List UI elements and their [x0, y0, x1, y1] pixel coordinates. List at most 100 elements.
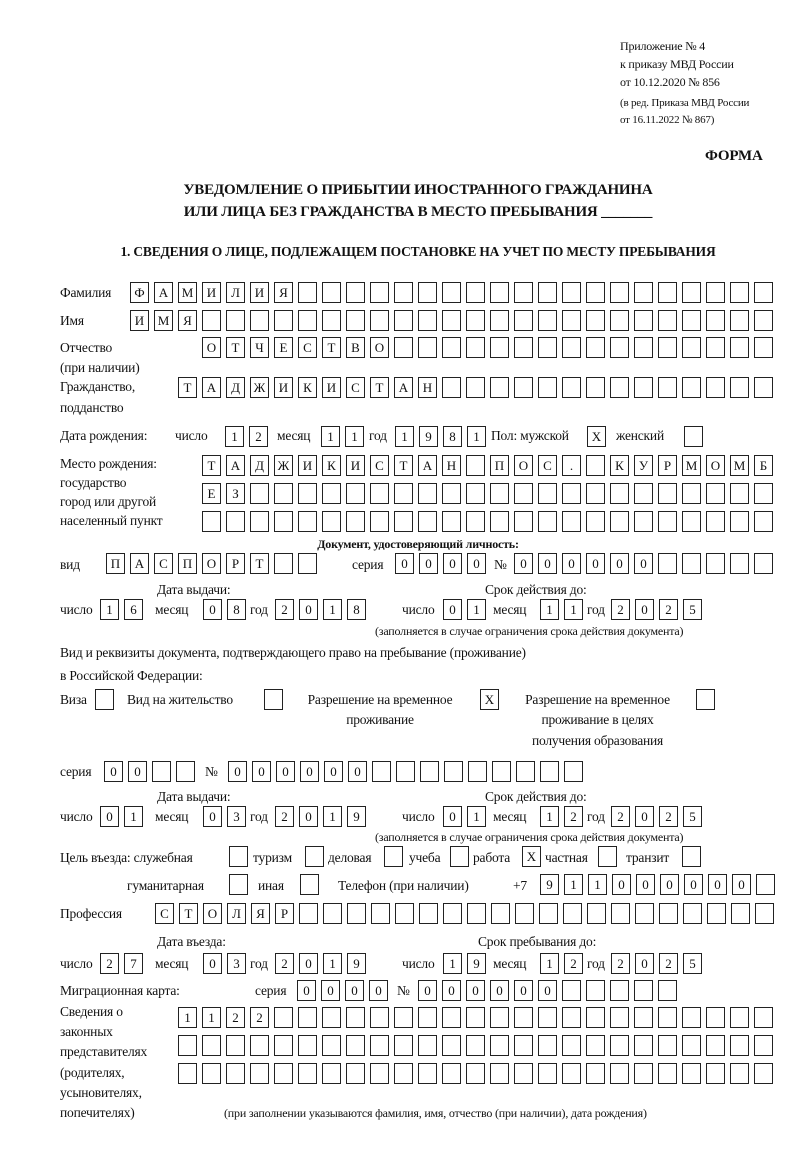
char-box[interactable]: 0 — [635, 806, 654, 827]
char-box[interactable]: И — [274, 377, 293, 398]
char-box[interactable] — [730, 483, 749, 504]
char-box[interactable] — [706, 377, 725, 398]
char-box[interactable] — [586, 455, 605, 476]
char-box[interactable] — [730, 282, 749, 303]
char-box[interactable] — [658, 310, 677, 331]
char-box[interactable] — [466, 511, 485, 532]
char-box[interactable] — [299, 903, 318, 924]
char-box[interactable] — [370, 310, 389, 331]
char-box[interactable]: 0 — [586, 553, 605, 574]
char-box[interactable] — [419, 903, 438, 924]
char-box[interactable] — [274, 1063, 293, 1084]
char-box[interactable] — [706, 1063, 725, 1084]
char-box[interactable] — [394, 282, 413, 303]
char-box[interactable] — [418, 1007, 437, 1028]
char-box[interactable] — [346, 483, 365, 504]
char-box[interactable] — [587, 903, 606, 924]
char-box[interactable] — [514, 1035, 533, 1056]
char-box[interactable]: 0 — [297, 980, 316, 1001]
char-box[interactable]: 1 — [540, 806, 559, 827]
char-box[interactable]: О — [370, 337, 389, 358]
char-box[interactable]: 1 — [467, 599, 486, 620]
char-box[interactable] — [562, 337, 581, 358]
char-box[interactable] — [442, 282, 461, 303]
char-box[interactable] — [250, 310, 269, 331]
char-box[interactable] — [226, 1035, 245, 1056]
char-box[interactable] — [562, 1007, 581, 1028]
char-box[interactable] — [152, 761, 171, 782]
char-box[interactable] — [682, 483, 701, 504]
char-box[interactable]: З — [226, 483, 245, 504]
char-box[interactable]: 1 — [588, 874, 607, 895]
char-box[interactable]: Р — [226, 553, 245, 574]
char-box[interactable] — [562, 511, 581, 532]
char-box[interactable]: 0 — [635, 599, 654, 620]
char-box[interactable] — [562, 1035, 581, 1056]
char-box[interactable]: 0 — [562, 553, 581, 574]
char-box[interactable] — [682, 846, 701, 867]
char-box[interactable]: Т — [394, 455, 413, 476]
char-box[interactable] — [682, 282, 701, 303]
char-box[interactable]: С — [370, 455, 389, 476]
char-box[interactable]: 0 — [100, 806, 119, 827]
char-box[interactable] — [730, 337, 749, 358]
char-box[interactable]: П — [178, 553, 197, 574]
char-box[interactable] — [418, 1035, 437, 1056]
char-box[interactable] — [371, 903, 390, 924]
char-box[interactable] — [538, 511, 557, 532]
char-box[interactable] — [586, 282, 605, 303]
char-box[interactable] — [634, 1007, 653, 1028]
char-box[interactable]: Я — [274, 282, 293, 303]
char-box[interactable]: 0 — [104, 761, 123, 782]
char-box[interactable] — [682, 553, 701, 574]
char-box[interactable] — [754, 553, 773, 574]
char-box[interactable] — [298, 511, 317, 532]
char-box[interactable] — [394, 511, 413, 532]
char-box[interactable]: 8 — [227, 599, 246, 620]
char-box[interactable]: А — [394, 377, 413, 398]
char-box[interactable] — [250, 1063, 269, 1084]
char-box[interactable]: М — [178, 282, 197, 303]
char-box[interactable]: X — [587, 426, 606, 447]
char-box[interactable] — [418, 1063, 437, 1084]
char-box[interactable]: 9 — [347, 953, 366, 974]
char-box[interactable] — [466, 455, 485, 476]
char-box[interactable]: 1 — [323, 806, 342, 827]
char-box[interactable]: В — [346, 337, 365, 358]
char-box[interactable] — [696, 689, 715, 710]
char-box[interactable] — [682, 1063, 701, 1084]
char-box[interactable] — [586, 377, 605, 398]
char-box[interactable]: Л — [226, 282, 245, 303]
char-box[interactable] — [346, 282, 365, 303]
char-box[interactable] — [538, 1063, 557, 1084]
char-box[interactable] — [586, 310, 605, 331]
char-box[interactable]: Я — [178, 310, 197, 331]
char-box[interactable] — [610, 310, 629, 331]
char-box[interactable]: Б — [754, 455, 773, 476]
char-box[interactable]: 3 — [227, 953, 246, 974]
char-box[interactable] — [346, 1007, 365, 1028]
char-box[interactable]: 0 — [684, 874, 703, 895]
char-box[interactable]: 0 — [299, 599, 318, 620]
char-box[interactable]: Д — [226, 377, 245, 398]
char-box[interactable] — [756, 874, 775, 895]
char-box[interactable] — [466, 483, 485, 504]
char-box[interactable] — [490, 310, 509, 331]
char-box[interactable]: 1 — [124, 806, 143, 827]
char-box[interactable] — [372, 761, 391, 782]
char-box[interactable] — [706, 282, 725, 303]
char-box[interactable]: 0 — [635, 953, 654, 974]
char-box[interactable] — [466, 337, 485, 358]
char-box[interactable]: Я — [251, 903, 270, 924]
char-box[interactable]: Ж — [274, 455, 293, 476]
char-box[interactable] — [298, 483, 317, 504]
char-box[interactable]: С — [154, 553, 173, 574]
char-box[interactable] — [754, 310, 773, 331]
char-box[interactable]: А — [154, 282, 173, 303]
char-box[interactable]: К — [298, 377, 317, 398]
char-box[interactable]: М — [154, 310, 173, 331]
char-box[interactable]: 1 — [564, 599, 583, 620]
char-box[interactable]: 1 — [540, 599, 559, 620]
char-box[interactable]: 0 — [299, 806, 318, 827]
char-box[interactable] — [346, 1035, 365, 1056]
